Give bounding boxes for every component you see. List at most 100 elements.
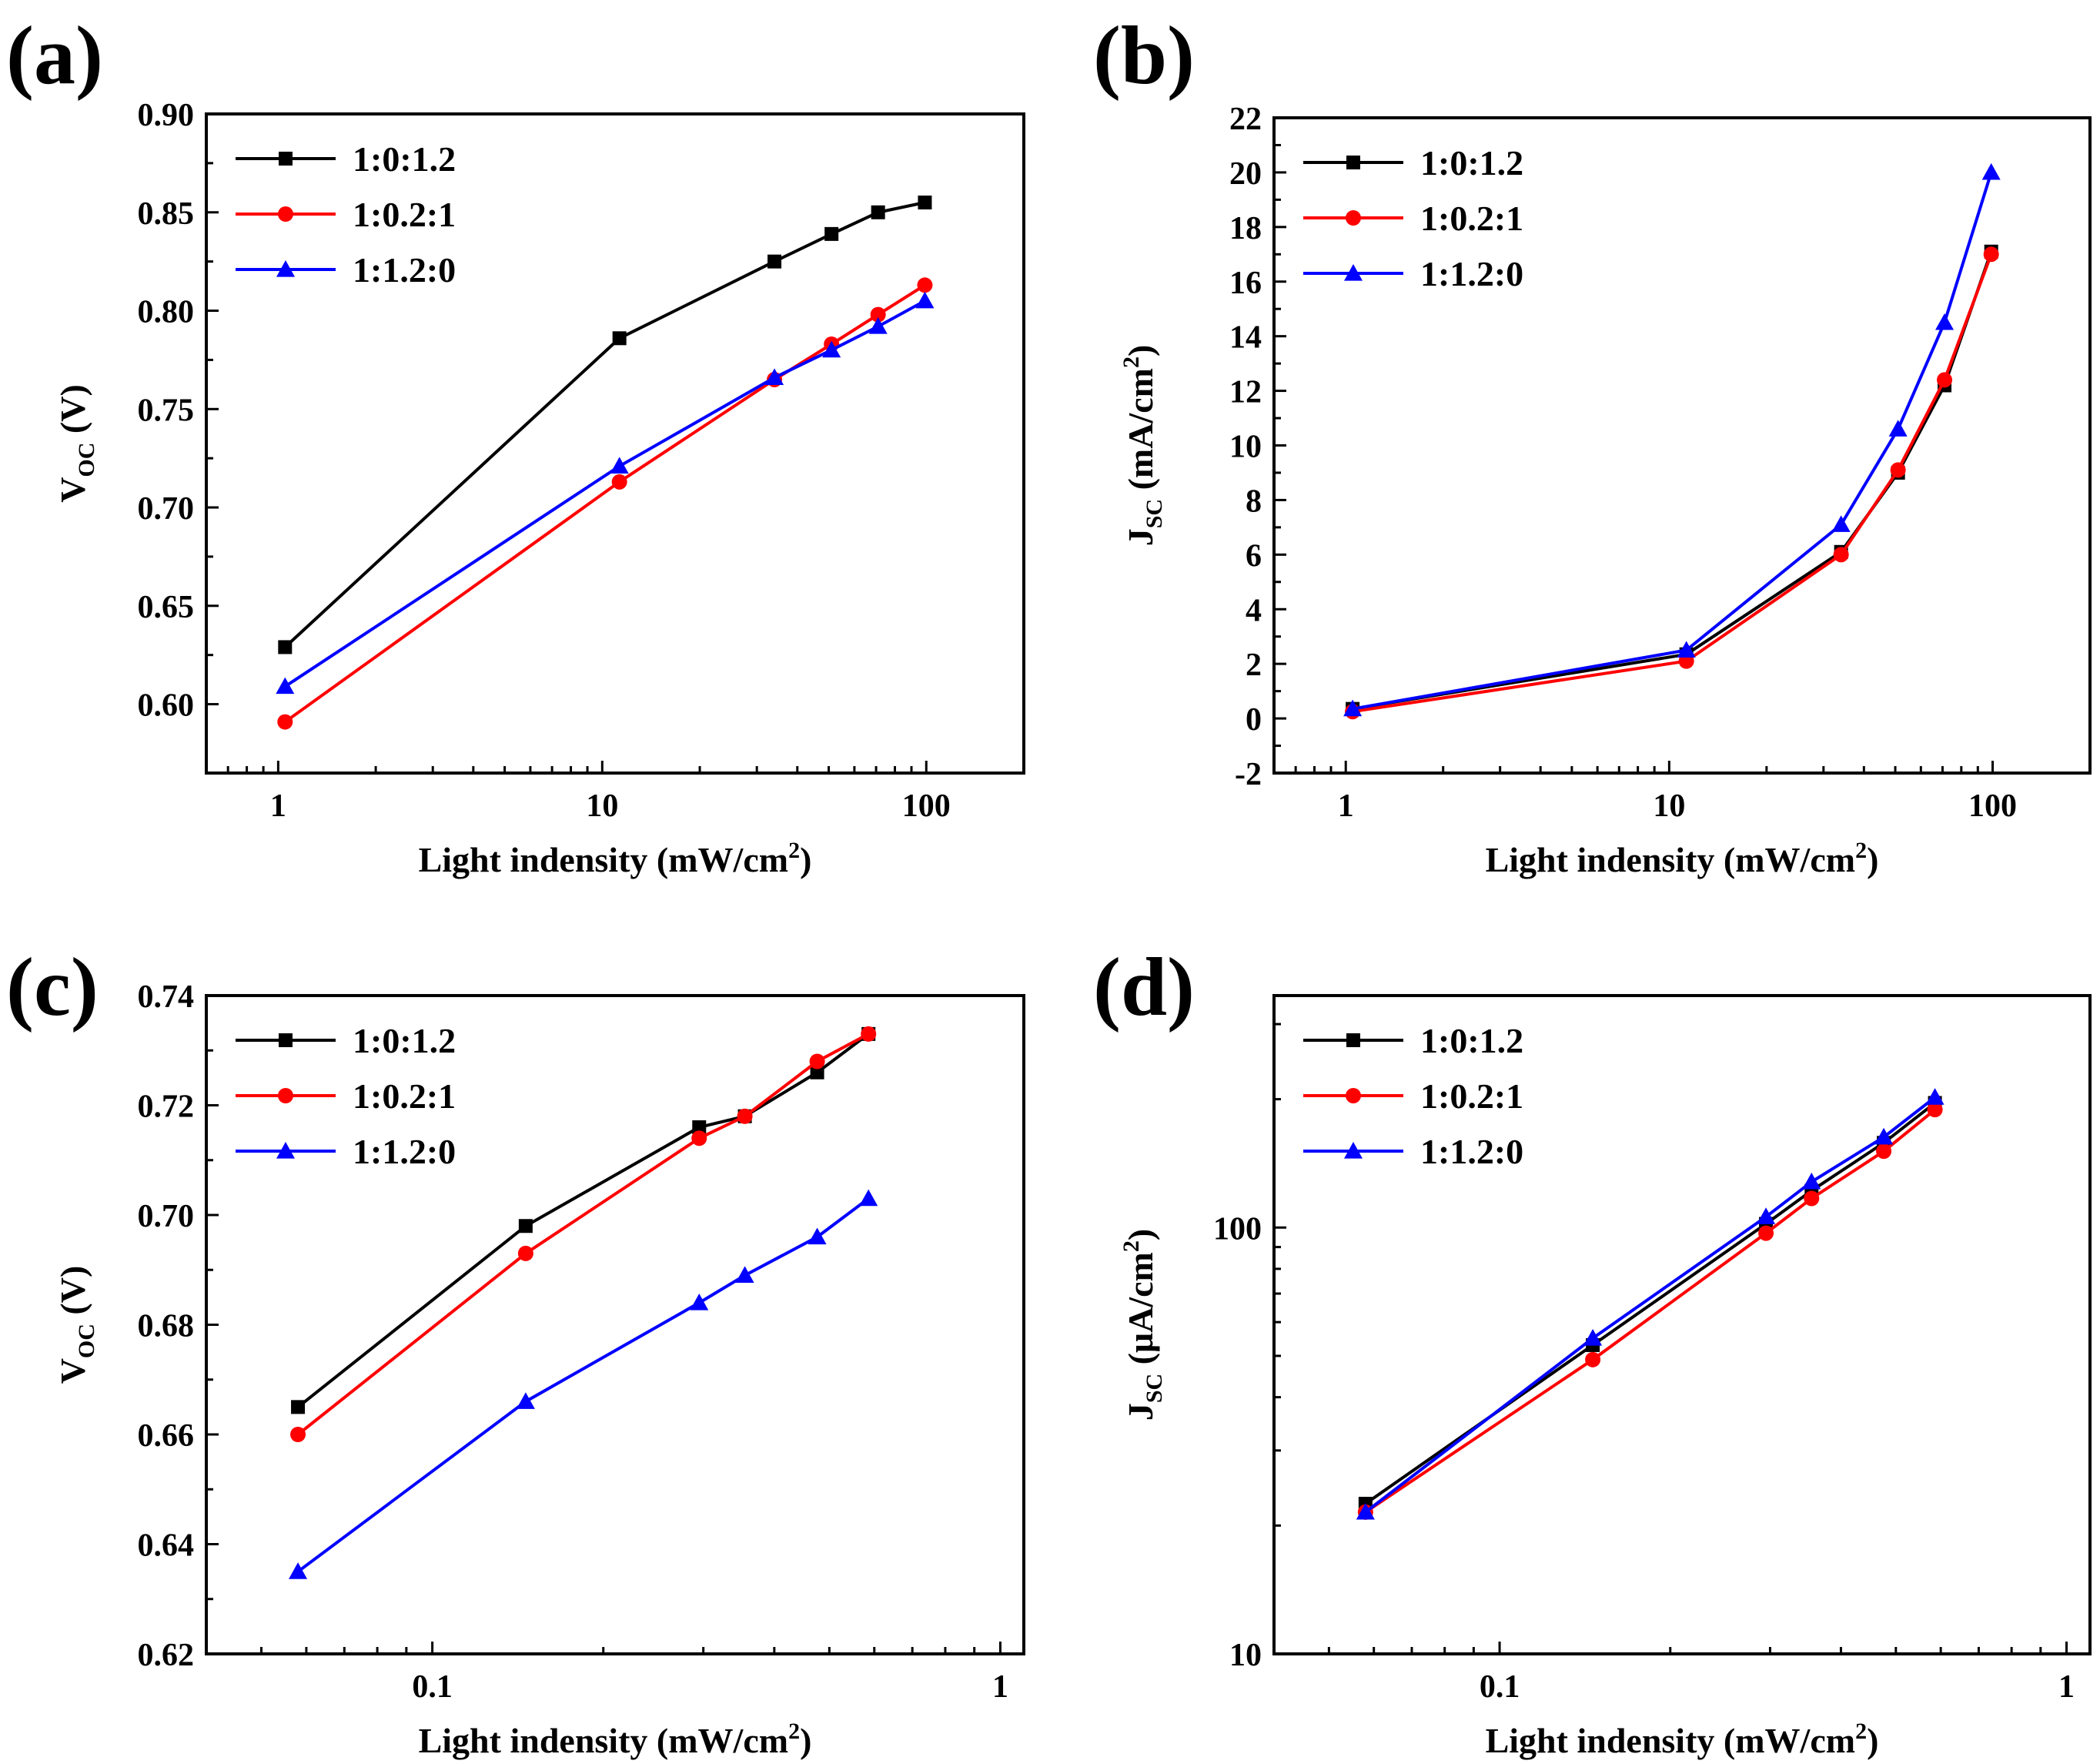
legend-marker (1346, 1033, 1360, 1047)
y-tick-label: 10 (1229, 430, 1262, 465)
legend-label: 1:0.2:1 (1420, 199, 1523, 238)
y-axis-title-main: J (1121, 1403, 1160, 1421)
panel-0: (a) 1 10 100 0.60 0.65 0.70 0.75 0.80 0.85 0.90 Lig… (6, 10, 1025, 879)
legend-marker (276, 260, 295, 277)
x-axis-title-main: Light indensity (mW/cm (1486, 1721, 1855, 1760)
y-axis-title: VOC (V) (53, 384, 99, 503)
data-point-1:0:1.2 (824, 226, 839, 241)
x-tick-label: 1 (992, 1669, 1008, 1705)
y-axis-title: JSC (mA/cm2) (1119, 345, 1167, 547)
data-point-1:1.2:0 (1874, 1127, 1894, 1145)
legend-marker (279, 152, 293, 166)
data-point-1:1.2:0 (1343, 699, 1363, 717)
legend-marker (1346, 1088, 1361, 1103)
panel-label: (b) (1093, 10, 1195, 102)
x-tick-label: 100 (1968, 788, 2017, 824)
y-tick-label: 0.66 (138, 1418, 195, 1454)
series-line-1:0:1.2 (296, 1033, 870, 1408)
y-tick-label: 0.68 (138, 1309, 195, 1344)
data-point-1:0.2:1 (290, 1427, 306, 1442)
panel-label: (a) (6, 10, 103, 102)
data-point-1:0.2:1 (277, 714, 293, 730)
x-axis-title-main: Light indensity (mW/cm (419, 840, 788, 879)
data-point-1:1.2:0 (1888, 420, 1908, 437)
data-point-1:0:1.2 (278, 640, 293, 654)
y-tick-label: 0.90 (138, 98, 195, 133)
x-axis-title: Light indensity (mW/cm2) (1486, 838, 1879, 879)
data-point-1:0.2:1 (1890, 462, 1906, 478)
y-tick-label: 16 (1229, 266, 1262, 301)
data-point-1:0.2:1 (809, 1053, 825, 1069)
y-tick-label: -2 (1235, 757, 1262, 792)
y-tick-label: 0.65 (138, 590, 195, 625)
y-tick-label: 20 (1229, 156, 1262, 192)
y-axis-title-end2: ) (1121, 345, 1160, 356)
data-point-1:1.2:0 (859, 1189, 878, 1207)
data-point-1:0.2:1 (861, 1026, 877, 1042)
plot-frame (205, 112, 1025, 775)
legend-marker (1344, 264, 1363, 281)
legend-label: 1:0.2:1 (353, 1076, 456, 1116)
x-axis-title-sup: 2 (788, 838, 800, 863)
data-point-1:1.2:0 (1757, 1207, 1776, 1224)
legend-marker (1346, 156, 1360, 169)
x-axis-title-end: ) (1867, 840, 1878, 879)
y-tick-label: 0.70 (138, 491, 195, 527)
data-point-1:0.2:1 (691, 1130, 707, 1146)
data-point-1:1.2:0 (1981, 162, 2001, 180)
data-point-1:0.2:1 (1758, 1225, 1774, 1241)
panel-2: (c) 0.1 1 0.62 0.64 0.66 0.68 0.70 0.72 0.74 Light… (6, 942, 1025, 1760)
y-tick-label: 10 (1229, 1638, 1262, 1673)
data-point-1:0:1.2 (767, 254, 782, 269)
legend-label: 1:0.2:1 (1420, 1076, 1523, 1116)
x-axis-title-end: ) (800, 840, 811, 879)
y-tick-label: 0.85 (138, 196, 195, 232)
y-axis-title: VOC (V) (53, 1266, 99, 1384)
x-axis-title: Light indensity (mW/cm2) (419, 1719, 812, 1760)
data-point-1:0:1.2 (810, 1065, 824, 1079)
x-tick-label: 0.1 (1480, 1669, 1520, 1705)
data-point-1:0.2:1 (517, 1245, 533, 1261)
y-axis-title-sub: OC (74, 443, 99, 477)
x-tick-label: 10 (1653, 788, 1685, 824)
y-axis-title-sup: 2 (1119, 356, 1144, 368)
y-tick-label: 8 (1246, 484, 1262, 519)
y-tick-label: 22 (1229, 102, 1262, 137)
x-axis-title-main: Light indensity (mW/cm (1486, 840, 1855, 879)
y-tick-label: 14 (1229, 320, 1262, 356)
data-point-1:0.2:1 (1927, 1102, 1943, 1118)
series-line-1:0.2:1 (296, 1033, 870, 1436)
data-point-1:1.2:0 (1802, 1172, 1821, 1190)
series-line-1:0:1.2 (1364, 1101, 1936, 1505)
data-point-1:1.2:0 (610, 457, 629, 474)
x-tick-label: 1 (1338, 788, 1354, 824)
series-line-1:0:1.2 (1352, 251, 1993, 711)
y-axis-title-main: V (53, 477, 92, 503)
data-point-1:1.2:0 (868, 316, 888, 334)
y-axis-title: JSC (μA/cm2) (1119, 1229, 1167, 1421)
y-axis-title-end: (V) (53, 1266, 92, 1324)
data-point-1:0:1.2 (518, 1219, 533, 1233)
y-axis-title-sub: SC (1142, 499, 1167, 528)
series-line-1:0.2:1 (1352, 253, 1993, 714)
y-tick-label: 100 (1213, 1211, 1262, 1247)
data-point-1:1.2:0 (1583, 1329, 1603, 1346)
x-axis-title-sup: 2 (788, 1719, 800, 1744)
y-tick-label: 0.64 (138, 1528, 195, 1564)
plot-frame (1272, 994, 2092, 1655)
data-point-1:1.2:0 (1935, 313, 1955, 330)
series-line-1:1.2:0 (296, 1197, 870, 1573)
legend-label: 1:0:1.2 (353, 139, 456, 179)
y-tick-label: 0.62 (138, 1638, 195, 1673)
y-axis-title-main: V (53, 1358, 92, 1384)
legend-label: 1:0:1.2 (1420, 1021, 1523, 1060)
legend-label: 1:1.2:0 (353, 1132, 456, 1171)
y-tick-label: 18 (1229, 211, 1262, 246)
y-axis-title-main: J (1121, 528, 1160, 546)
series-line-1:1.2:0 (284, 299, 926, 688)
data-point-1:0.2:1 (1876, 1143, 1892, 1160)
x-axis-title-end: ) (1867, 1721, 1878, 1760)
series-line-1:1.2:0 (1364, 1096, 1936, 1514)
legend-label: 1:1.2:0 (353, 250, 456, 290)
y-tick-label: 4 (1246, 593, 1262, 628)
